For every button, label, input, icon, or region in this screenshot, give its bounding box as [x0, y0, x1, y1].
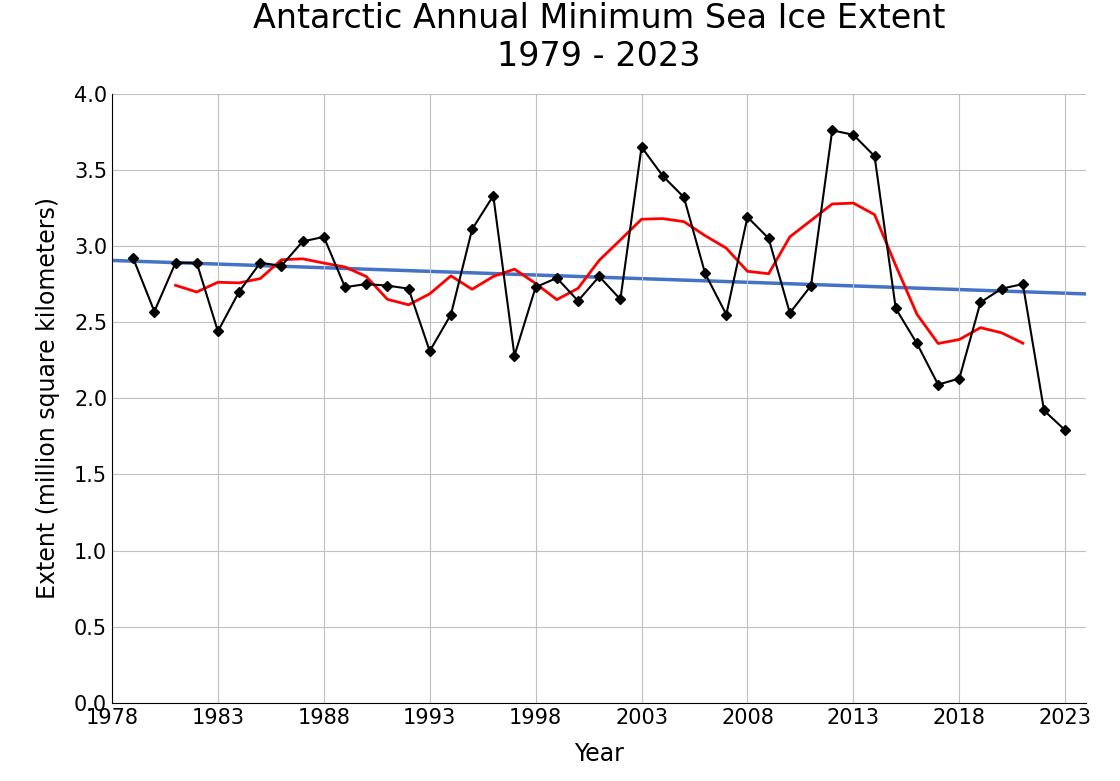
Y-axis label: Extent (million square kilometers): Extent (million square kilometers) — [36, 198, 60, 599]
X-axis label: Year: Year — [575, 742, 624, 765]
Title: Antarctic Annual Minimum Sea Ice Extent
1979 - 2023: Antarctic Annual Minimum Sea Ice Extent … — [253, 2, 945, 73]
